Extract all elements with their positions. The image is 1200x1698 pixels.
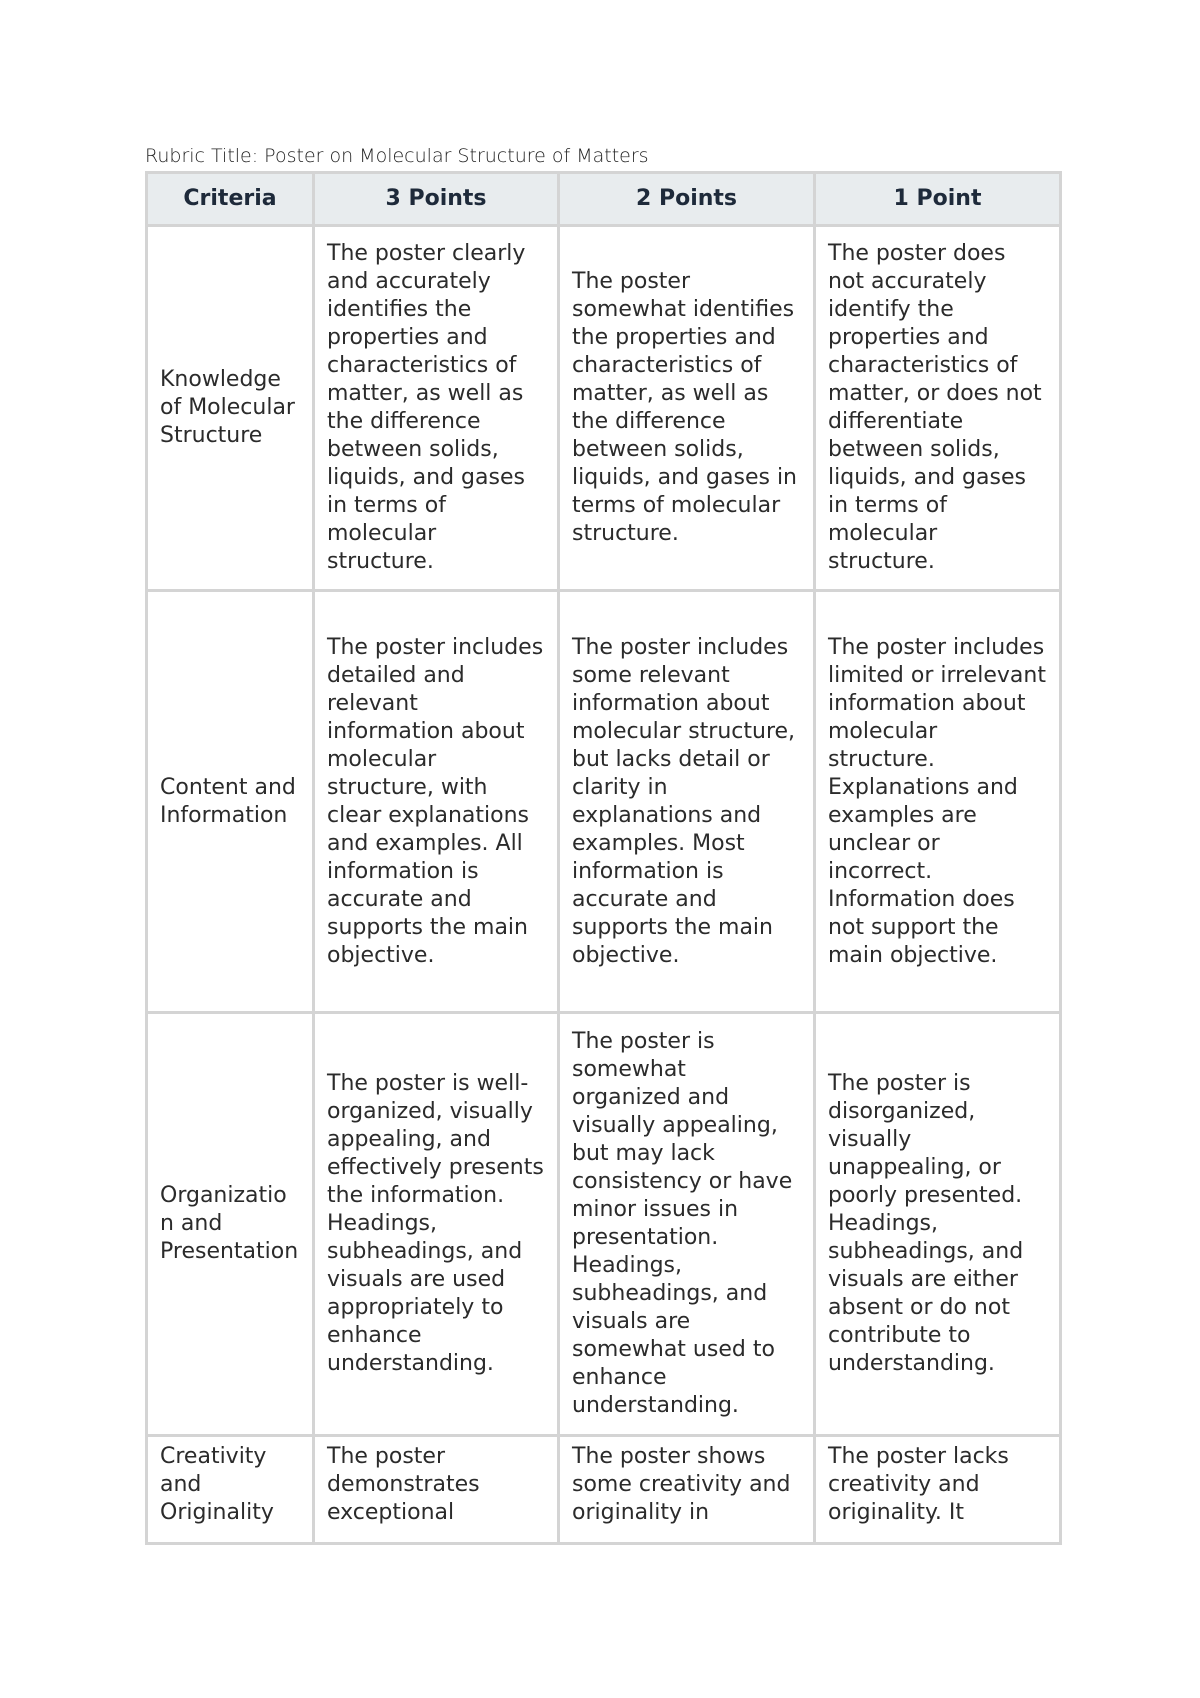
description-cell: The poster is disorganized, visually una… <box>813 1011 1062 1437</box>
description-cell: The poster clearly and accurately identi… <box>312 224 560 592</box>
table-row: Organization and Presentation The poster … <box>145 1011 1062 1437</box>
header-cell: 3 Points <box>312 171 560 227</box>
description-cell: The poster is somewhat organized and vis… <box>557 1011 816 1437</box>
header-cell: Criteria <box>145 171 315 227</box>
description-cell: The poster somewhat identifies the prope… <box>557 224 816 592</box>
rubric-table: Criteria 3 Points 2 Points 1 Point Knowledg… <box>145 171 1062 1545</box>
table-row: Creativity and Originality The poster dem… <box>145 1434 1062 1545</box>
description-cell: The poster is well-organized, visually a… <box>312 1011 560 1437</box>
criteria-cell: Creativity and Originality <box>145 1434 315 1545</box>
header-cell: 1 Point <box>813 171 1062 227</box>
description-cell: The poster demonstrates exceptional <box>312 1434 560 1545</box>
criteria-cell: Content and Information <box>145 589 315 1014</box>
table-row: Knowledge of Molecular Structure The post… <box>145 224 1062 592</box>
description-cell: The poster lacks creativity and original… <box>813 1434 1062 1545</box>
description-cell: The poster shows some creativity and ori… <box>557 1434 816 1545</box>
description-cell: The poster includes limited or irrelevan… <box>813 589 1062 1014</box>
criteria-cell: Knowledge of Molecular Structure <box>145 224 315 592</box>
description-cell: The poster includes some relevant inform… <box>557 589 816 1014</box>
rubric-title: Rubric Title: Poster on Molecular Struct… <box>145 145 649 167</box>
criteria-cell: Organization and Presentation <box>145 1011 315 1437</box>
table-row: Content and Information The poster includ… <box>145 589 1062 1014</box>
description-cell: The poster includes detailed and relevan… <box>312 589 560 1014</box>
header-row: Criteria 3 Points 2 Points 1 Point <box>145 171 1062 227</box>
header-cell: 2 Points <box>557 171 816 227</box>
description-cell: The poster does not accurately identify … <box>813 224 1062 592</box>
